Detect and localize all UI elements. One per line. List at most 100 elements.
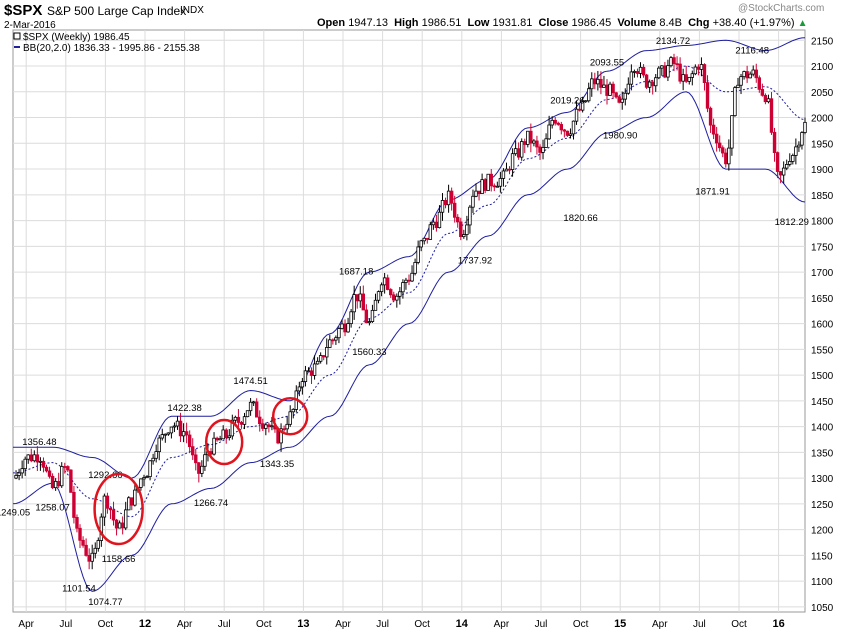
candle-body bbox=[17, 472, 21, 476]
price-annotation: 1249.05 bbox=[0, 507, 30, 518]
candle-body bbox=[26, 454, 30, 460]
candle-body bbox=[745, 71, 749, 79]
candle-body bbox=[754, 69, 758, 79]
candle-body bbox=[553, 119, 557, 124]
high-value: 1986.51 bbox=[421, 17, 462, 29]
candle-body bbox=[489, 173, 493, 187]
candle-body bbox=[322, 355, 326, 358]
candle-body bbox=[340, 323, 344, 329]
candle-body bbox=[751, 69, 755, 75]
volume-label: Volume bbox=[617, 17, 657, 29]
candle-body bbox=[690, 73, 694, 78]
y-tick-label: 1500 bbox=[811, 371, 834, 382]
candle-body bbox=[559, 124, 564, 131]
candle-body bbox=[66, 466, 70, 471]
candle-body bbox=[724, 152, 728, 165]
candle-body bbox=[105, 495, 110, 509]
candle-body bbox=[169, 426, 174, 434]
candle-body bbox=[328, 339, 332, 348]
candle-body bbox=[714, 133, 719, 144]
candle-body bbox=[35, 454, 40, 463]
candle-body bbox=[133, 489, 137, 506]
candle-body bbox=[428, 224, 433, 240]
candle-body bbox=[647, 81, 652, 88]
y-tick-label: 1850 bbox=[811, 191, 834, 202]
price-annotation: 2093.55 bbox=[590, 57, 624, 68]
candle-body bbox=[221, 429, 225, 440]
candle-body bbox=[590, 78, 594, 90]
candle-body bbox=[236, 416, 241, 423]
candle-body bbox=[650, 81, 655, 87]
candle-body bbox=[611, 83, 615, 94]
candle-body bbox=[635, 71, 640, 74]
price-annotation: 1158.66 bbox=[102, 554, 136, 565]
x-axis: Apr Jul Oct 12 Apr Jul Oct 13 Apr Jul Oct 14 Apr Jul O… bbox=[18, 618, 784, 630]
candle-body bbox=[443, 200, 448, 206]
candle-body bbox=[693, 66, 698, 75]
candle-body bbox=[102, 495, 107, 518]
candle-body bbox=[419, 240, 423, 248]
candle-body bbox=[63, 466, 67, 468]
y-tick-label: 1650 bbox=[811, 294, 834, 305]
candle-body bbox=[532, 140, 536, 144]
candle-body bbox=[401, 282, 405, 293]
candle-body bbox=[194, 454, 198, 464]
candle-body bbox=[791, 155, 795, 162]
candle-body bbox=[23, 458, 27, 470]
candle-body bbox=[367, 321, 372, 324]
candle-body bbox=[392, 294, 396, 301]
x-tick-label: 15 bbox=[614, 618, 626, 630]
candle-body bbox=[501, 170, 506, 179]
candle-body bbox=[230, 419, 235, 437]
candle-body bbox=[434, 221, 439, 229]
candle-body bbox=[187, 434, 192, 448]
highlight-circle bbox=[271, 397, 309, 436]
candle-body bbox=[404, 279, 408, 283]
candle-body bbox=[675, 63, 679, 66]
candle-body bbox=[72, 491, 76, 518]
candle-body bbox=[800, 132, 804, 146]
y-tick-label: 2100 bbox=[811, 62, 834, 73]
candle-body bbox=[507, 168, 512, 171]
candle-body bbox=[462, 234, 466, 238]
candle-body bbox=[702, 64, 707, 84]
candle-body bbox=[587, 88, 591, 102]
candle-body bbox=[672, 57, 676, 65]
legend-group: $SPX (Weekly) 1986.45 BB(20,2.0) 1836.33… bbox=[13, 32, 200, 54]
candle-body bbox=[148, 460, 152, 477]
candle-body bbox=[212, 437, 216, 455]
candle-body bbox=[291, 408, 295, 413]
candle-body bbox=[669, 57, 673, 67]
price-annotation: 1356.48 bbox=[22, 437, 56, 448]
candle-body bbox=[389, 289, 393, 296]
price-annotation: 2019.26 bbox=[550, 96, 584, 107]
candle-body bbox=[282, 428, 286, 431]
candle-body bbox=[14, 475, 18, 479]
candle-body bbox=[200, 465, 204, 474]
candle-body bbox=[422, 237, 426, 242]
candle-body bbox=[617, 96, 621, 103]
candle-body bbox=[261, 423, 265, 429]
candle-body bbox=[288, 411, 292, 425]
candle-body bbox=[285, 423, 289, 430]
y-tick-label: 1800 bbox=[811, 217, 834, 228]
y-tick-label: 2150 bbox=[811, 36, 834, 47]
candle-body bbox=[81, 539, 85, 546]
candle-body bbox=[654, 77, 658, 87]
candle-body bbox=[251, 401, 256, 404]
close-label: Close bbox=[538, 17, 569, 29]
candle-body bbox=[331, 339, 335, 342]
candle-body bbox=[309, 370, 314, 376]
candle-body bbox=[775, 152, 780, 172]
candle-body bbox=[760, 88, 765, 96]
candle-body bbox=[346, 323, 350, 333]
candle-body bbox=[227, 435, 231, 439]
candle-body bbox=[431, 221, 436, 226]
candle-body bbox=[437, 211, 442, 229]
price-annotation: 1812.29 bbox=[775, 217, 809, 228]
candle-body bbox=[778, 171, 783, 176]
candle-body bbox=[120, 522, 125, 529]
candle-body bbox=[785, 164, 789, 169]
candle-body bbox=[614, 92, 618, 98]
